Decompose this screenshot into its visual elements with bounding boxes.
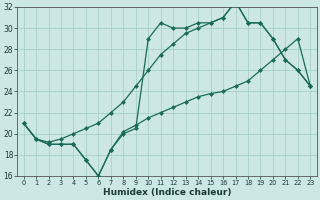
X-axis label: Humidex (Indice chaleur): Humidex (Indice chaleur) <box>103 188 231 197</box>
